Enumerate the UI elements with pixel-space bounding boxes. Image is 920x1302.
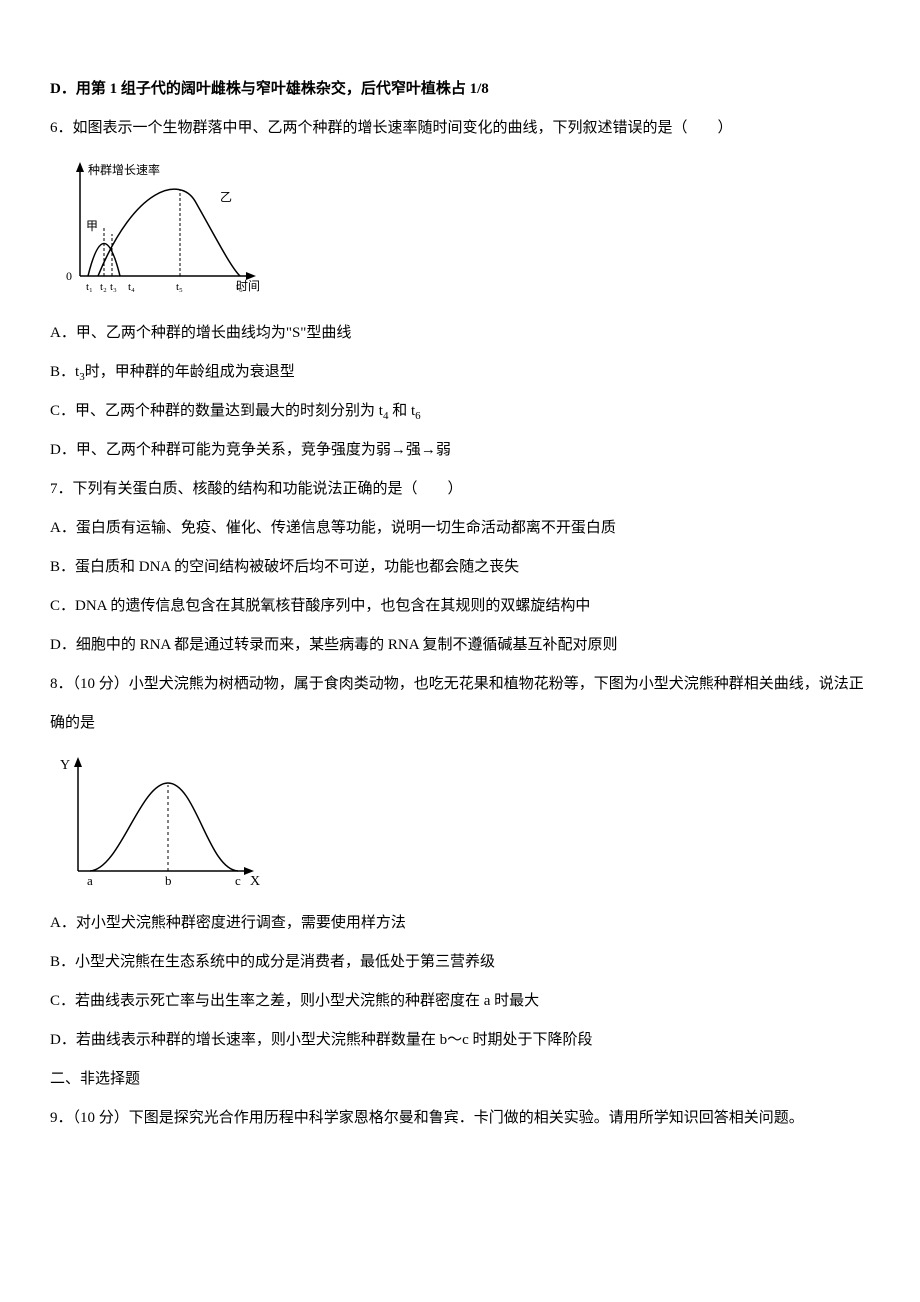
svg-text:X: X <box>250 874 260 889</box>
svg-text:Y: Y <box>60 758 70 773</box>
q8-option-d: D．若曲线表示种群的增长速率，则小型犬浣熊种群数量在 b～c 时期处于下降阶段 <box>50 1021 870 1060</box>
q6-option-c: C．甲、乙两个种群的数量达到最大的时刻分别为 t4 和 t6 <box>50 392 870 431</box>
q9-stem: 9．（10 分）下图是探究光合作用历程中科学家恩格尔曼和鲁宾．卡门做的相关实验。… <box>50 1099 870 1138</box>
svg-text:t₂: t₂ <box>100 281 107 293</box>
svg-text:c: c <box>235 873 241 888</box>
q6-c-sub2: 6 <box>415 410 421 422</box>
q8-option-b: B．小型犬浣熊在生态系统中的成分是消费者，最低处于第三营养级 <box>50 943 870 982</box>
q8-option-c: C．若曲线表示死亡率与出生率之差，则小型犬浣熊的种群密度在 a 时最大 <box>50 982 870 1021</box>
svg-text:甲: 甲 <box>86 219 98 233</box>
q6-c-pre: C．甲、乙两个种群的数量达到最大的时刻分别为 t <box>50 403 383 419</box>
q8-stem: 8．（10 分）小型犬浣熊为树栖动物，属于食肉类动物，也吃无花果和植物花粉等，下… <box>50 665 870 743</box>
svg-text:t₁: t₁ <box>86 281 93 293</box>
q8-option-a: A．对小型犬浣熊种群密度进行调查，需要使用样方法 <box>50 904 870 943</box>
svg-text:种群增长速率: 种群增长速率 <box>88 162 160 177</box>
svg-text:0: 0 <box>66 269 72 283</box>
svg-text:乙: 乙 <box>220 190 232 204</box>
q6-b-pre: B．t <box>50 364 79 380</box>
q6-c-mid: 和 t <box>388 403 415 419</box>
q7-option-b: B．蛋白质和 DNA 的空间结构被破坏后均不可逆，功能也都会随之丧失 <box>50 548 870 587</box>
option-d-prev: D．用第 1 组子代的阔叶雌株与窄叶雄株杂交，后代窄叶植株占 1/8 <box>50 70 870 109</box>
q6-option-a: A．甲、乙两个种群的增长曲线均为"S"型曲线 <box>50 314 870 353</box>
q6-b-post: 时，甲种群的年龄组成为衰退型 <box>85 364 295 380</box>
svg-text:t₃: t₃ <box>110 281 117 293</box>
section-2-heading: 二、非选择题 <box>50 1060 870 1099</box>
svg-text:a: a <box>87 873 93 888</box>
q6-option-b: B．t3时，甲种群的年龄组成为衰退型 <box>50 353 870 392</box>
svg-text:t₅: t₅ <box>176 281 183 293</box>
svg-text:t₄: t₄ <box>128 281 135 293</box>
q7-stem: 7．下列有关蛋白质、核酸的结构和功能说法正确的是（ ） <box>50 470 870 509</box>
q6-stem: 6．如图表示一个生物群落中甲、乙两个种群的增长速率随时间变化的曲线，下列叙述错误… <box>50 109 870 148</box>
q8-figure: Y Xa b c <box>50 751 870 896</box>
q7-option-a: A．蛋白质有运输、免疫、催化、传递信息等功能，说明一切生命活动都离不开蛋白质 <box>50 509 870 548</box>
q7-option-d: D．细胞中的 RNA 都是通过转录而来，某些病毒的 RNA 复制不遵循碱基互补配… <box>50 626 870 665</box>
q6-option-d: D．甲、乙两个种群可能为竞争关系，竞争强度为弱→强→弱 <box>50 431 870 470</box>
svg-text:t₆: t₆ <box>236 281 243 293</box>
svg-text:b: b <box>165 873 172 888</box>
q6-figure: 种群增长速率时间0甲乙t₁t₂t₃t₄t₅t₆ <box>50 156 870 306</box>
q7-option-c: C．DNA 的遗传信息包含在其脱氧核苷酸序列中，也包含在其规则的双螺旋结构中 <box>50 587 870 626</box>
